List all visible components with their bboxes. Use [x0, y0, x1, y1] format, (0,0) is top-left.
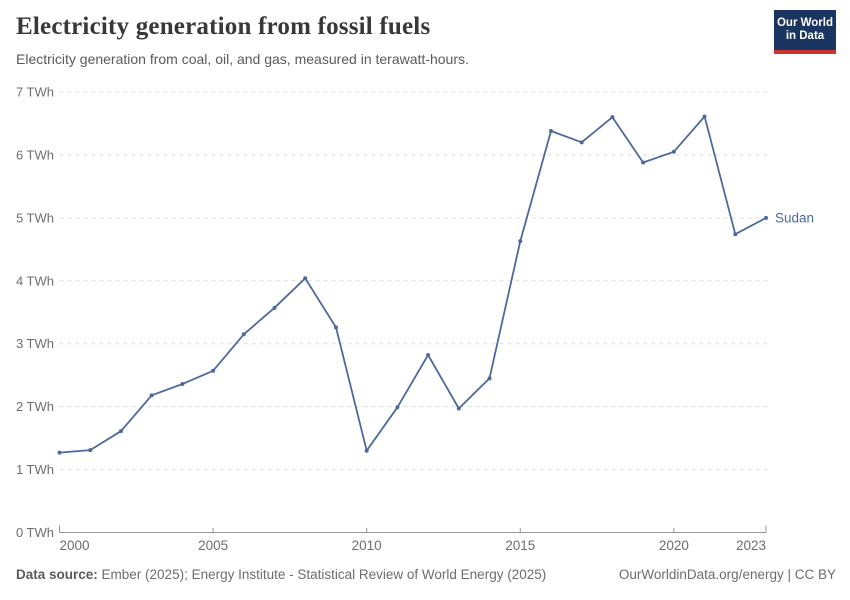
data-source-line: Data source: Ember (2025); Energy Instit… [16, 567, 546, 582]
x-tick-label: 2010 [352, 538, 382, 553]
data-point-marker[interactable] [118, 429, 123, 434]
data-point-marker[interactable] [579, 140, 584, 145]
gridlines [59, 91, 769, 471]
chart-subtitle: Electricity generation from coal, oil, a… [16, 51, 469, 67]
x-axis-labels: 2000 2005 2010 2015 2020 2023 [60, 538, 767, 553]
y-tick-label: 0 TWh [16, 525, 54, 540]
data-point-marker[interactable] [764, 215, 768, 220]
page-title: Electricity generation from fossil fuels [16, 13, 431, 40]
x-tick-label: 2020 [659, 538, 689, 553]
data-point-marker[interactable] [241, 332, 246, 337]
data-point-marker[interactable] [333, 325, 338, 330]
y-tick-label: 5 TWh [16, 210, 54, 225]
data-point-marker[interactable] [671, 149, 676, 154]
data-source-text: Ember (2025); Energy Institute - Statist… [97, 567, 547, 582]
data-point-marker[interactable] [610, 115, 615, 120]
data-point-marker[interactable] [548, 129, 553, 134]
y-tick-label: 2 TWh [16, 399, 54, 414]
y-tick-label: 7 TWh [16, 85, 54, 100]
data-point-marker[interactable] [641, 160, 646, 165]
data-point-marker[interactable] [518, 239, 523, 244]
y-tick-label: 4 TWh [16, 273, 54, 288]
x-tick-label: 2005 [198, 538, 228, 553]
credit-link[interactable]: OurWorldinData.org/energy | CC BY [618, 567, 836, 582]
data-point-marker[interactable] [426, 353, 431, 358]
series-label-sudan[interactable]: Sudan [775, 210, 814, 225]
data-point-marker[interactable] [272, 305, 277, 310]
data-point-marker[interactable] [456, 406, 461, 411]
data-point-marker[interactable] [733, 232, 738, 237]
owid-logo-line2: in Data [785, 30, 825, 42]
data-source-label: Data source: [16, 567, 98, 582]
x-tick-label: 2015 [505, 538, 535, 553]
data-point-marker[interactable] [57, 450, 62, 455]
y-tick-label: 6 TWh [16, 147, 54, 162]
y-tick-label: 1 TWh [16, 462, 54, 477]
series-markers[interactable] [57, 114, 769, 455]
data-point-marker[interactable] [149, 393, 154, 398]
x-tick-label: 2000 [60, 538, 90, 553]
data-point-marker[interactable] [702, 114, 707, 119]
series-line-sudan[interactable] [58, 115, 767, 454]
y-tick-label: 3 TWh [16, 336, 54, 351]
data-point-marker[interactable] [180, 381, 185, 386]
data-point-marker[interactable] [303, 276, 308, 281]
data-point-marker[interactable] [487, 376, 492, 381]
data-point-marker[interactable] [88, 448, 93, 453]
chart-footer: Data source: Ember (2025); Energy Instit… [16, 567, 836, 582]
data-point-marker[interactable] [395, 405, 400, 410]
data-point-marker[interactable] [364, 448, 369, 453]
data-point-marker[interactable] [211, 368, 216, 373]
x-axis [59, 525, 767, 533]
owid-logo-line1: Our World [776, 17, 833, 29]
owid-logo[interactable]: Our World in Data [774, 10, 836, 54]
x-tick-label: 2023 [736, 538, 766, 553]
y-axis-labels: 0 TWh 1 TWh 2 TWh 3 TWh 4 TWh 5 TWh 6 TWh 7 TWh [16, 85, 54, 541]
